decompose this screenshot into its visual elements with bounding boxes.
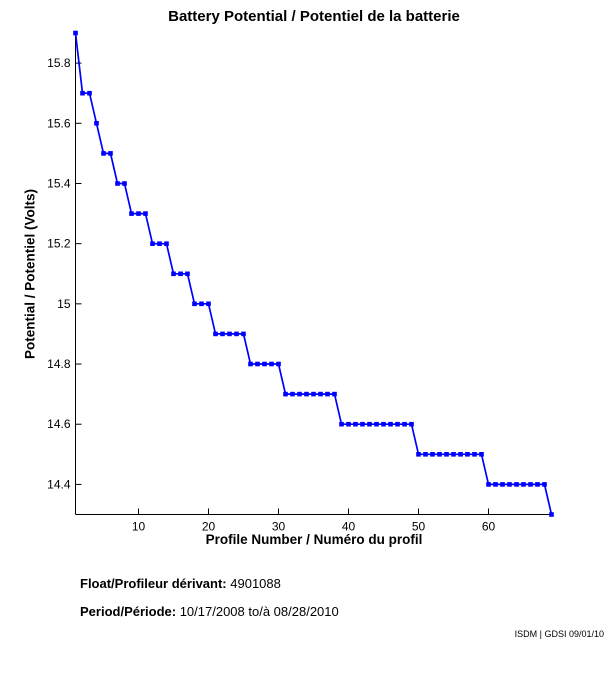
data-point-marker (367, 421, 372, 427)
data-point-marker (437, 452, 442, 457)
data-point-marker (339, 421, 344, 427)
data-point-marker (416, 452, 421, 457)
data-point-marker (311, 391, 316, 397)
period-label: Period/Période: (80, 604, 177, 619)
data-point-marker (276, 361, 281, 367)
y-tick-label: 15.4 (47, 176, 71, 190)
data-point-marker (346, 421, 351, 427)
y-tick-label: 14.6 (47, 417, 71, 431)
data-point-marker (479, 452, 484, 457)
float-id-line: Float/Profileur dérivant: 4901088 (80, 576, 281, 591)
data-point-marker (535, 482, 540, 487)
data-point-marker (101, 151, 106, 156)
data-point-marker (374, 421, 379, 427)
data-point-marker (220, 331, 225, 337)
data-point-marker (143, 211, 148, 216)
data-point-marker (318, 391, 323, 397)
period-line: Period/Période: 10/17/2008 to/à 08/28/20… (80, 604, 339, 619)
data-point-marker (458, 452, 463, 457)
data-point-marker (178, 271, 183, 277)
data-line (74, 32, 553, 515)
data-point-marker (423, 452, 428, 457)
x-tick-label: 30 (272, 520, 286, 534)
data-point-marker (360, 421, 365, 427)
data-point-marker (248, 361, 253, 367)
data-point-marker (269, 361, 274, 367)
y-tick-label: 15.8 (47, 56, 71, 70)
x-tick-label: 20 (202, 520, 216, 534)
data-point-marker (185, 271, 190, 277)
data-point-marker (528, 482, 533, 487)
data-point-marker (507, 482, 512, 487)
data-point-marker (87, 90, 92, 96)
data-point-marker (381, 421, 386, 427)
y-tick-label: 15 (57, 297, 71, 311)
data-point-marker (164, 241, 169, 246)
data-point-marker (451, 452, 456, 457)
data-point-marker (150, 241, 155, 246)
period-value: 10/17/2008 to/à 08/28/2010 (179, 604, 339, 619)
data-point-marker (395, 421, 400, 427)
data-point-marker (227, 331, 232, 337)
float-id-label: Float/Profileur dérivant: (80, 576, 227, 591)
data-point-marker (500, 482, 505, 487)
data-point-marker (255, 361, 260, 367)
data-point-marker (73, 30, 78, 36)
x-tick-label: 50 (412, 520, 426, 534)
y-tick-label: 15.2 (47, 237, 71, 251)
data-point-marker (241, 331, 246, 337)
data-point-marker (549, 512, 554, 517)
data-point-marker (514, 482, 519, 487)
data-point-marker (262, 361, 267, 367)
data-point-marker (213, 331, 218, 337)
data-point-marker (430, 452, 435, 457)
data-point-marker (444, 452, 449, 457)
data-point-marker (199, 301, 204, 307)
data-point-marker (157, 241, 162, 246)
chart-title: Battery Potential / Potentiel de la batt… (168, 8, 460, 25)
data-point-marker (402, 421, 407, 427)
data-point-marker (192, 301, 197, 307)
data-point-marker (409, 421, 414, 427)
float-id-value: 4901088 (230, 576, 281, 591)
data-point-marker (115, 181, 120, 186)
data-point-marker (353, 421, 358, 427)
y-tick-label: 15.6 (47, 116, 71, 130)
data-point-marker (325, 391, 330, 397)
data-point-marker (493, 482, 498, 487)
y-tick-label: 14.4 (47, 477, 71, 491)
data-point-marker (129, 211, 134, 216)
data-point-marker (486, 482, 491, 487)
data-point-marker (388, 421, 393, 427)
data-point-marker (290, 391, 295, 397)
data-point-marker (283, 391, 288, 397)
data-point-marker (332, 391, 337, 397)
agency-date-watermark: ISDM | GDSI 09/01/10 (514, 629, 604, 639)
data-point-marker (171, 271, 176, 277)
data-point-marker (108, 151, 113, 156)
data-point-marker (465, 452, 470, 457)
data-point-marker (136, 211, 141, 216)
x-tick-label: 10 (132, 520, 146, 534)
data-point-marker (80, 90, 85, 96)
data-point-marker (542, 482, 547, 487)
data-point-marker (206, 301, 211, 307)
x-tick-label: 60 (482, 520, 496, 534)
x-axis-label: Profile Number / Numéro du profil (205, 532, 423, 547)
y-tick-label: 14.8 (47, 357, 71, 371)
data-point-marker (521, 482, 526, 487)
data-point-marker (297, 391, 302, 397)
x-tick-label: 40 (342, 520, 356, 534)
data-point-marker (94, 121, 99, 126)
data-point-marker (234, 331, 239, 337)
data-point-marker (122, 181, 127, 186)
data-point-marker (304, 391, 309, 397)
data-point-marker (472, 452, 477, 457)
